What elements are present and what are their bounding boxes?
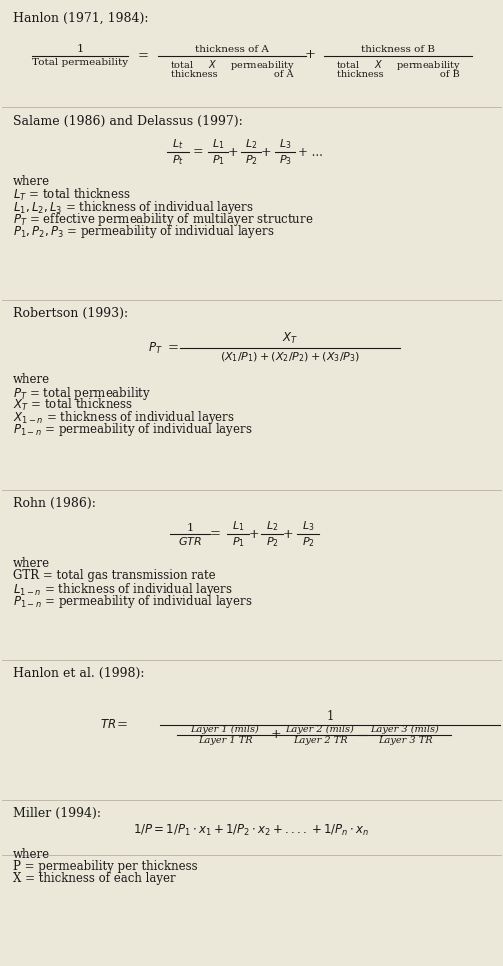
Text: $P_{1-n}$ = permeability of individual layers: $P_{1-n}$ = permeability of individual l… (13, 593, 253, 610)
Text: +: + (283, 527, 293, 541)
Text: $L_3$: $L_3$ (279, 137, 291, 151)
Text: 1: 1 (187, 523, 194, 533)
Text: where: where (13, 175, 50, 188)
Text: Hanlon (1971, 1984):: Hanlon (1971, 1984): (13, 12, 148, 25)
Text: $P_3$: $P_3$ (279, 153, 291, 167)
Text: $X_{1-n}$ = thickness of individual layers: $X_{1-n}$ = thickness of individual laye… (13, 409, 235, 426)
Text: Layer 3 TR: Layer 3 TR (378, 736, 432, 745)
Text: $P_1$: $P_1$ (212, 153, 224, 167)
Text: 1: 1 (326, 710, 333, 723)
Text: $TR$: $TR$ (100, 719, 116, 731)
Text: Robertson (1993):: Robertson (1993): (13, 307, 128, 320)
Text: $L_2$: $L_2$ (245, 137, 257, 151)
Text: thickness of A: thickness of A (195, 45, 269, 54)
Text: $P_1, P_2, P_3$ = permeability of individual layers: $P_1, P_2, P_3$ = permeability of indivi… (13, 223, 275, 240)
Text: $L_2$: $L_2$ (266, 519, 278, 533)
Text: $P_t$: $P_t$ (172, 153, 184, 167)
Text: =: = (210, 527, 220, 541)
Text: where: where (13, 848, 50, 861)
Text: $P_T$ = effective permeability of multilayer structure: $P_T$ = effective permeability of multil… (13, 211, 313, 228)
Text: Hanlon et al. (1998):: Hanlon et al. (1998): (13, 667, 144, 680)
Text: X = thickness of each layer: X = thickness of each layer (13, 872, 176, 885)
Text: Salame (1986) and Delassus (1997):: Salame (1986) and Delassus (1997): (13, 115, 243, 128)
Text: $P_2$: $P_2$ (266, 535, 279, 549)
Text: Total permeability: Total permeability (32, 58, 128, 67)
Text: $1/P = 1/P_1 \cdot x_1 + 1/P_2 \cdot x_2 + .... + 1/P_n \cdot x_n$: $1/P = 1/P_1 \cdot x_1 + 1/P_2 \cdot x_2… (133, 822, 370, 838)
Text: thickness                  of B: thickness of B (337, 70, 459, 79)
Text: $L_1, L_2, L_3$ = thickness of individual layers: $L_1, L_2, L_3$ = thickness of individua… (13, 199, 254, 216)
Text: +: + (304, 47, 315, 61)
Text: GTR = total gas transmission rate: GTR = total gas transmission rate (13, 569, 216, 582)
Text: $L_T$ = total thickness: $L_T$ = total thickness (13, 187, 131, 203)
Text: Layer 2 (mils): Layer 2 (mils) (286, 724, 355, 734)
Text: =: = (193, 146, 203, 158)
Text: Rohn (1986):: Rohn (1986): (13, 497, 96, 510)
Text: where: where (13, 373, 50, 386)
Text: total     $X$     permeability: total $X$ permeability (336, 58, 460, 72)
Text: +: + (261, 146, 271, 158)
Text: +: + (248, 527, 260, 541)
Text: $P_2$: $P_2$ (244, 153, 258, 167)
Text: $GTR$: $GTR$ (178, 535, 202, 547)
Text: $L_t$: $L_t$ (172, 137, 184, 151)
Text: $P_T$ = total permeability: $P_T$ = total permeability (13, 385, 151, 402)
Text: + ...: + ... (298, 146, 323, 158)
Text: Layer 3 (mils): Layer 3 (mils) (371, 724, 440, 734)
Text: where: where (13, 557, 50, 570)
Text: =: = (138, 49, 149, 63)
Text: 1: 1 (76, 44, 83, 54)
Text: +: + (228, 146, 238, 158)
Text: $L_1$: $L_1$ (212, 137, 224, 151)
Text: $P_T$: $P_T$ (148, 340, 162, 355)
Text: $L_{1-n}$ = thickness of individual layers: $L_{1-n}$ = thickness of individual laye… (13, 581, 233, 598)
Text: $L_1$: $L_1$ (232, 519, 244, 533)
Text: thickness                  of A: thickness of A (171, 70, 293, 79)
Text: $X_T$ = total thickness: $X_T$ = total thickness (13, 397, 133, 413)
Text: Layer 1 (mils): Layer 1 (mils) (191, 724, 260, 734)
Text: Layer 2 TR: Layer 2 TR (293, 736, 347, 745)
Text: Layer 1 TR: Layer 1 TR (198, 736, 253, 745)
Text: P = permeability per thickness: P = permeability per thickness (13, 860, 198, 873)
Text: $X_T$: $X_T$ (282, 331, 298, 346)
Text: $P_{1-n}$ = permeability of individual layers: $P_{1-n}$ = permeability of individual l… (13, 421, 253, 438)
Text: $L_3$: $L_3$ (302, 519, 314, 533)
Text: +: + (271, 728, 281, 742)
Text: total     $X$     permeability: total $X$ permeability (170, 58, 294, 72)
Text: thickness of B: thickness of B (361, 45, 435, 54)
Text: =: = (117, 719, 128, 731)
Text: $P_2$: $P_2$ (302, 535, 314, 549)
Text: $P_1$: $P_1$ (231, 535, 244, 549)
Text: =: = (168, 342, 179, 355)
Text: Miller (1994):: Miller (1994): (13, 807, 101, 820)
Text: $(X_1/P_1)+(X_2/P_2)+(X_3/P_3)$: $(X_1/P_1)+(X_2/P_2)+(X_3/P_3)$ (220, 350, 360, 363)
